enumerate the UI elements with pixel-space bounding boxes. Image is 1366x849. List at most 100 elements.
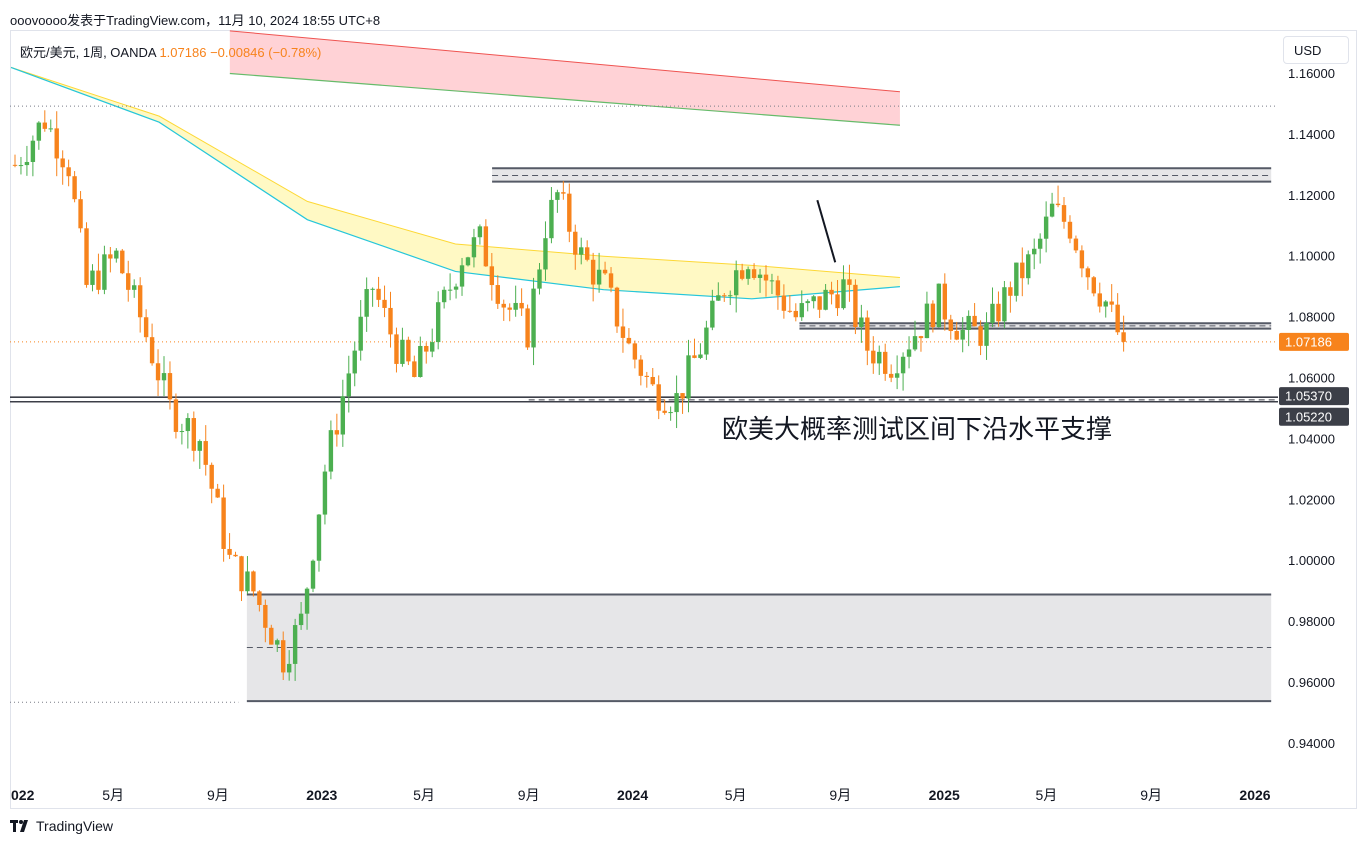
candle-body — [54, 128, 59, 159]
candle-body — [1032, 248, 1037, 255]
symbol-name: 欧元/美元, 1周, OANDA — [20, 45, 156, 60]
candle-body — [108, 254, 113, 259]
candle-body — [143, 317, 149, 338]
candle-body — [978, 326, 983, 346]
x-tick-label: 2025 — [929, 787, 960, 803]
candle-body — [447, 289, 453, 291]
x-tick-label: 9月 — [829, 787, 851, 803]
candle-body — [614, 287, 620, 327]
candle-body — [424, 345, 429, 352]
x-tick-label: 9月 — [1140, 787, 1162, 803]
candle-body — [114, 250, 119, 259]
candle-body — [626, 337, 632, 344]
candle-body — [680, 393, 685, 399]
candle-body — [781, 295, 787, 311]
candle-body — [1014, 262, 1019, 296]
candle-body — [739, 270, 745, 279]
candle-body — [412, 361, 417, 377]
candle-body — [275, 640, 280, 645]
candle-body — [42, 122, 48, 129]
chart-annotation[interactable]: 欧美大概率测试区间下沿水平支撑 — [722, 414, 1112, 444]
candle-body — [686, 355, 691, 399]
candle-body — [120, 250, 125, 274]
candle-body — [775, 280, 781, 296]
candle-body — [1103, 301, 1108, 307]
candle-body — [769, 280, 775, 282]
candle-body — [924, 303, 930, 339]
moving-average-bands — [10, 30, 900, 300]
candle-body — [400, 339, 405, 364]
candle-body — [799, 303, 804, 318]
band-red-upper-line — [229, 30, 900, 93]
candle-body — [716, 295, 721, 301]
candle-body — [1121, 332, 1126, 342]
candle-body — [751, 269, 757, 278]
candle-body — [1085, 268, 1091, 278]
candle-body — [573, 231, 578, 255]
candlestick-series — [12, 110, 1126, 681]
candle-body — [596, 269, 602, 285]
price-tag-bg — [1279, 387, 1349, 406]
candle-body — [370, 288, 375, 290]
candle-body — [954, 331, 959, 340]
candle-body — [793, 310, 798, 318]
candle-body — [704, 327, 709, 355]
candle-body — [179, 431, 185, 433]
candle-body — [787, 310, 793, 312]
candle-body — [364, 289, 369, 317]
candle-body — [1002, 287, 1007, 322]
candle-body — [662, 410, 667, 413]
candle-body — [966, 315, 971, 330]
candle-body — [501, 303, 506, 308]
candle-body — [692, 355, 697, 358]
candle-body — [132, 285, 137, 290]
candle-body — [632, 343, 638, 360]
candle-body — [173, 399, 179, 432]
candle-body — [1049, 203, 1055, 217]
candle-body — [567, 193, 572, 232]
band-yellow — [11, 67, 900, 299]
candle-body — [149, 337, 155, 364]
currency-button[interactable]: USD — [1283, 36, 1349, 64]
candle-body — [894, 373, 900, 378]
time-axis[interactable]: 022 5月 9月 2023 5月 9月 2024 5月 9月 2025 5月 9月 2026 — [11, 787, 1271, 803]
tradingview-footer[interactable]: TradingView — [10, 818, 113, 834]
candle-body — [495, 285, 500, 304]
price-tag-label: 1.05220 — [1285, 409, 1332, 424]
candle-body — [525, 308, 530, 348]
candle-body — [602, 269, 608, 274]
candle-body — [18, 165, 24, 167]
candle-body — [877, 351, 882, 364]
price-chart[interactable]: 0.94000 0.96000 0.98000 1.00000 1.02000 1.040… — [10, 30, 1357, 809]
candle-body — [555, 192, 560, 200]
candle-body — [835, 294, 840, 309]
candle-body — [352, 350, 357, 374]
x-tick-label: 2024 — [617, 787, 648, 803]
candle-body — [418, 345, 423, 377]
price-axis[interactable]: 0.94000 0.96000 0.98000 1.00000 1.02000 1.040… — [1288, 66, 1335, 751]
y-tick-label: 1.00000 — [1288, 553, 1335, 568]
candle-body — [763, 274, 769, 281]
candle-body — [221, 497, 226, 549]
candle-body — [471, 237, 477, 258]
y-tick-label: 1.08000 — [1288, 310, 1335, 325]
candle-body — [281, 640, 286, 673]
band-red-lower-line — [229, 72, 900, 126]
candle-body — [137, 285, 143, 318]
y-tick-label: 1.16000 — [1288, 66, 1335, 81]
candle-body — [1061, 205, 1067, 222]
candle-body — [757, 274, 763, 278]
candle-body — [310, 560, 316, 589]
candle-body — [185, 418, 191, 432]
candle-body — [316, 514, 322, 561]
y-tick-label: 1.10000 — [1288, 249, 1335, 264]
candle-body — [382, 299, 387, 308]
candle-body — [126, 273, 131, 290]
y-tick-label: 0.96000 — [1288, 675, 1335, 690]
candle-body — [72, 176, 77, 200]
horizontal-zones — [10, 105, 1278, 703]
candle-body — [996, 303, 1001, 322]
candle-body — [251, 571, 256, 592]
candle-body — [304, 588, 310, 614]
candle-body — [930, 303, 936, 328]
